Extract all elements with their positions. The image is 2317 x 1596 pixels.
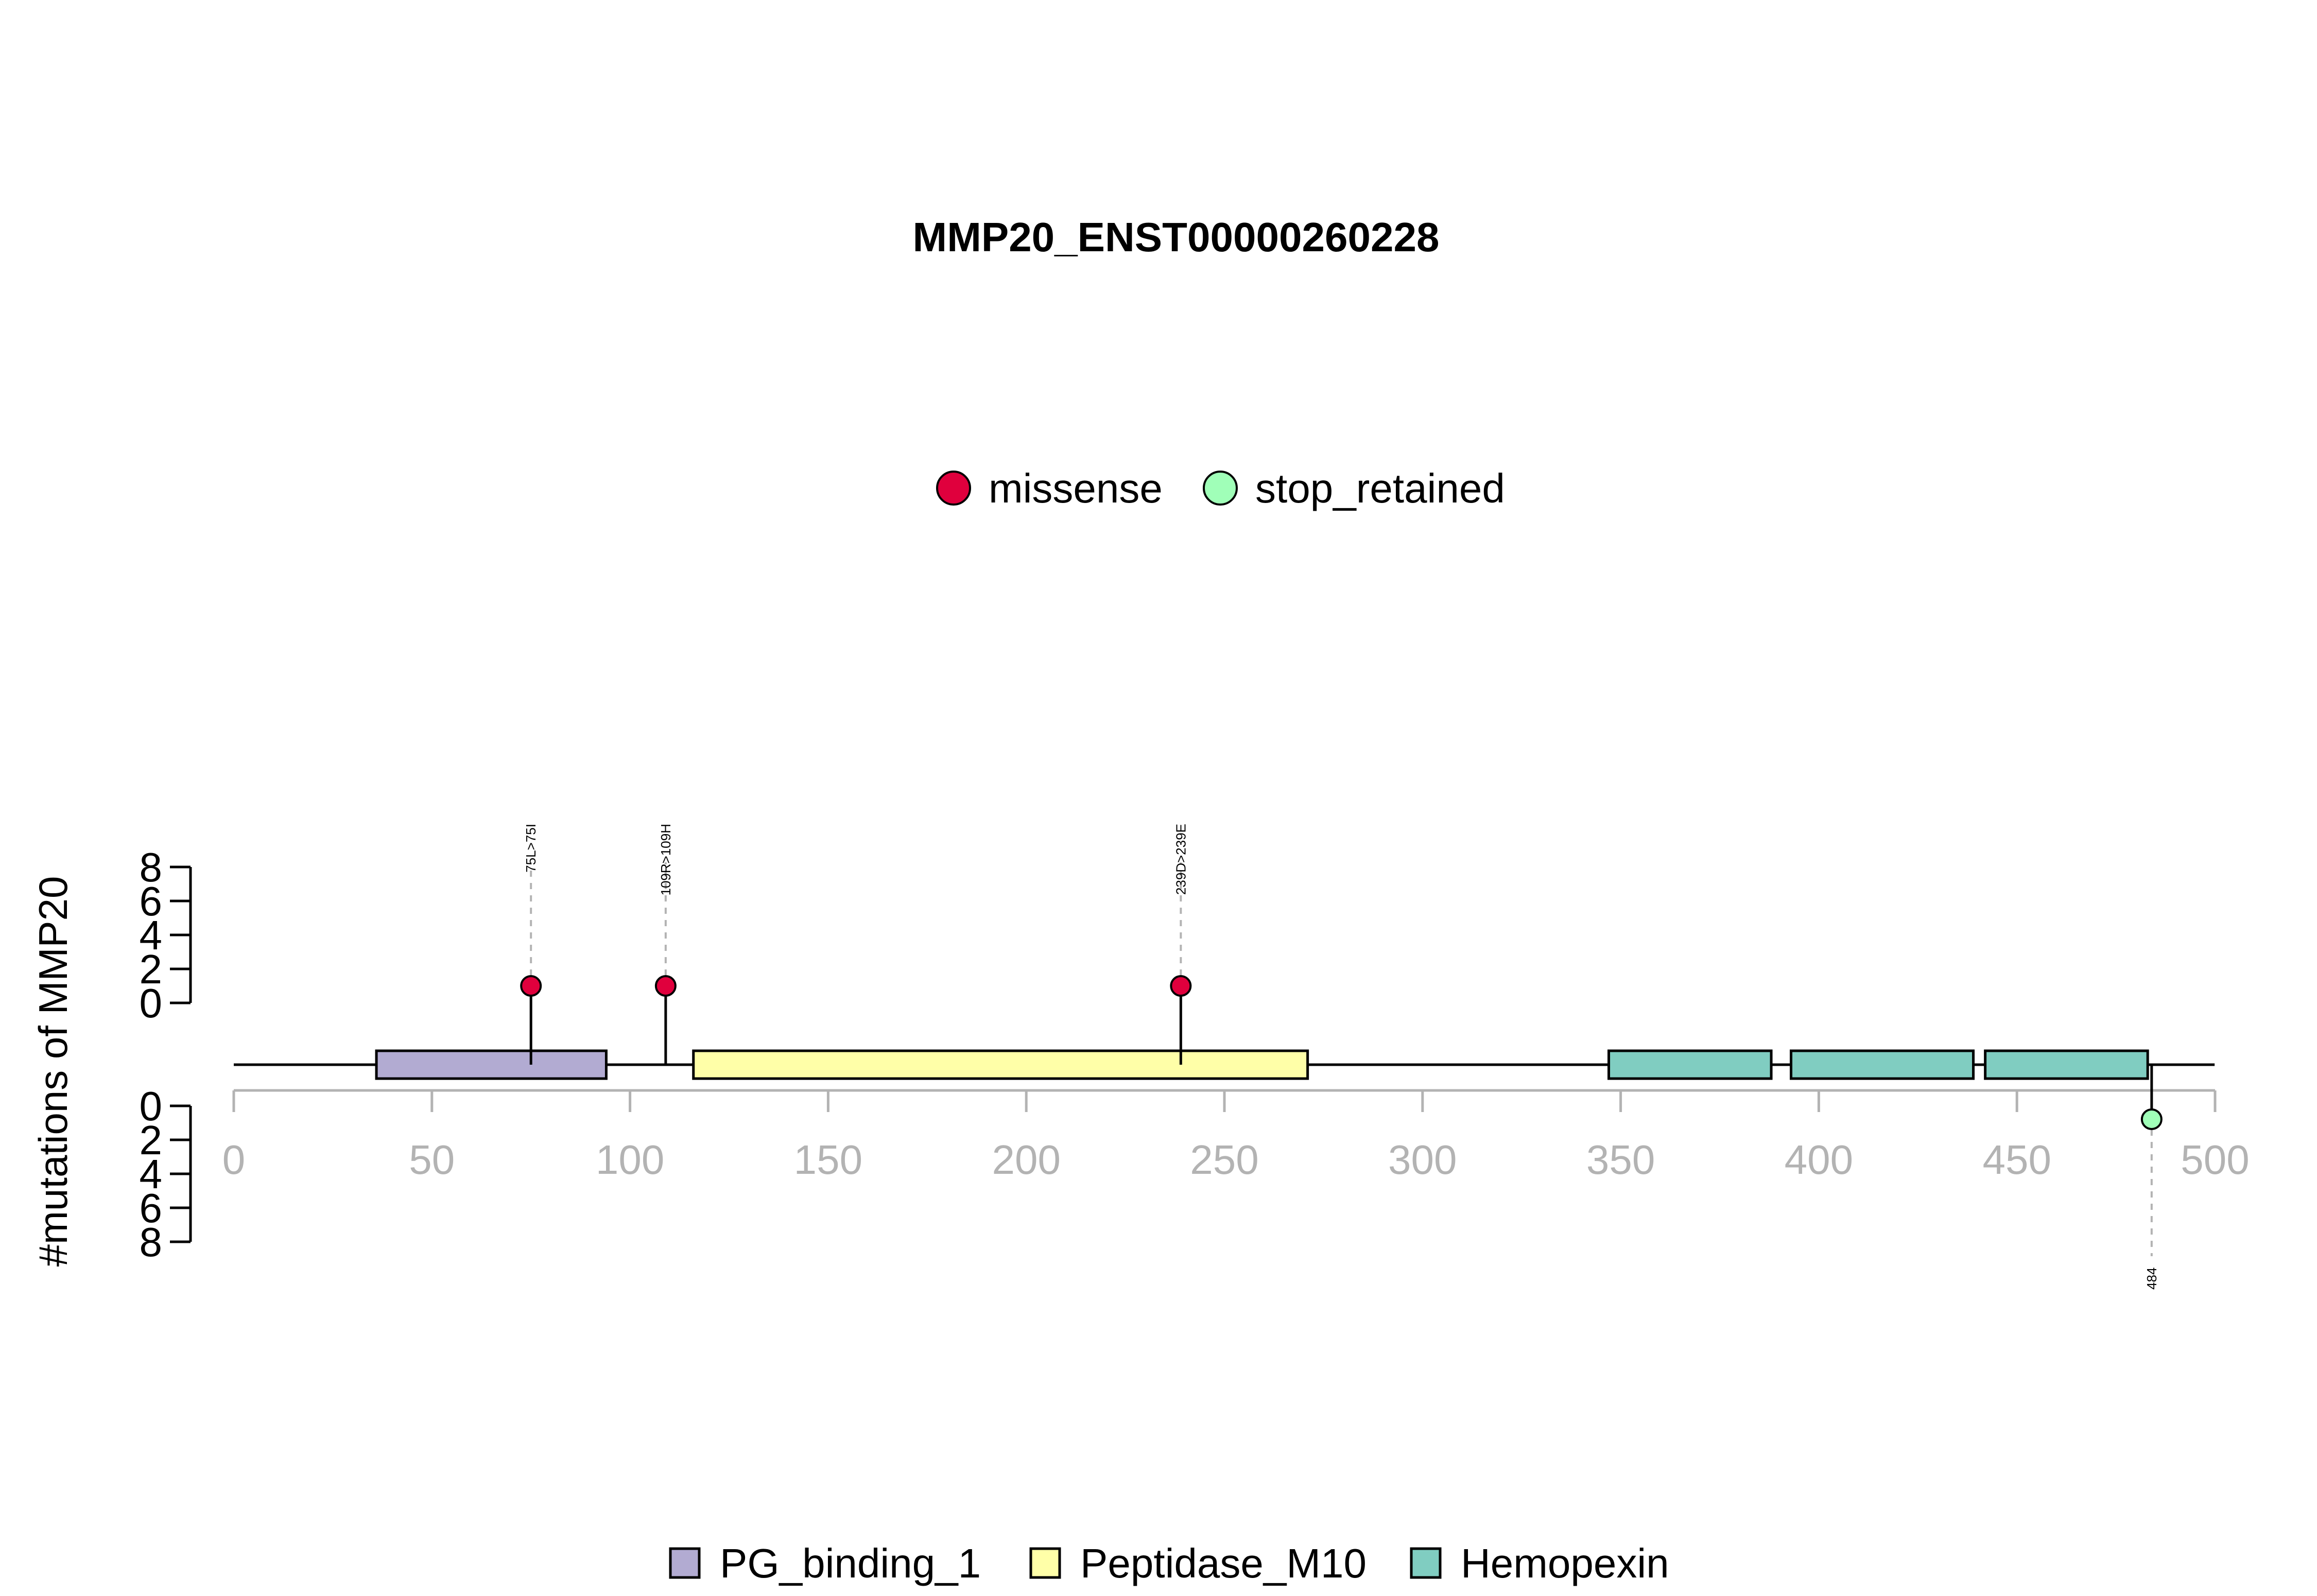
x-tick-label: 300 (1388, 1137, 1457, 1183)
domain-boxes (375, 1049, 2149, 1080)
mutation-type-legend: missense stop_retained (936, 465, 1505, 511)
legend-label-PG_binding_1: PG_binding_1 (720, 1540, 981, 1586)
x-tick-label: 150 (794, 1137, 862, 1183)
x-tick-label: 400 (1785, 1137, 1853, 1183)
y-tick-label-bottom: 4 (140, 1151, 163, 1197)
y-tick-label-bottom: 0 (140, 1083, 163, 1129)
legend-swatch-Peptidase_M10 (1029, 1547, 1061, 1579)
lollipop-head (520, 975, 542, 997)
x-tick-label: 450 (1982, 1137, 2051, 1183)
x-tick-label: 100 (596, 1137, 664, 1183)
domain-box-Peptidase_M10 (692, 1049, 1309, 1080)
legend-swatch-PG_binding_1 (669, 1547, 701, 1579)
x-tick-label: 350 (1586, 1137, 1655, 1183)
legend-label-stop_retained: stop_retained (1255, 465, 1505, 511)
domain-box-Hemopexin (1984, 1049, 2149, 1080)
legend-label-Peptidase_M10: Peptidase_M10 (1080, 1540, 1367, 1586)
mutation-lollipops: 75L>75I 109R>109H 239D>239E 484 (520, 824, 2163, 1290)
y-tick-label-top: 8 (140, 844, 163, 890)
domain-box-PG_binding_1 (375, 1049, 608, 1080)
legend-marker-stop_retained (1203, 471, 1238, 506)
lollipop-head (1170, 975, 1192, 997)
y-tick-label-top: 4 (140, 912, 163, 958)
y-tick-label-top: 0 (140, 980, 163, 1026)
chart-title: MMP20_ENST00000260228 (913, 214, 1440, 260)
lollipop-head (2140, 1108, 2163, 1130)
mutation-label: 109R>109H (658, 824, 673, 896)
y-tick-label-top: 2 (140, 946, 163, 992)
y-axis-label: #mutations of MMP20 (30, 876, 76, 1267)
x-tick-label: 0 (222, 1137, 246, 1183)
x-tick-label: 250 (1190, 1137, 1258, 1183)
x-tick-label: 200 (992, 1137, 1060, 1183)
y-tick-label-bottom: 8 (140, 1219, 163, 1265)
mutation-label: 484 (2144, 1268, 2159, 1290)
mutation-label: 239D>239E (1173, 824, 1188, 895)
y-tick-label-top: 6 (140, 878, 163, 924)
x-tick-label: 50 (409, 1137, 455, 1183)
legend-label-missense: missense (989, 465, 1163, 511)
y-tick-label-bottom: 6 (140, 1185, 163, 1231)
domain-legend: PG_binding_1 Peptidase_M10 Hemopexin (669, 1540, 1669, 1586)
mutation-label: 75L>75I (523, 824, 539, 873)
legend-swatch-Hemopexin (1410, 1547, 1442, 1579)
lollipop-head (654, 975, 677, 997)
x-tick-label: 500 (2181, 1137, 2249, 1183)
y-tick-label-bottom: 2 (140, 1117, 163, 1163)
x-axis: 0 50 100 150 200 250 300 350 400 450 500 (222, 1089, 2250, 1183)
legend-label-Hemopexin: Hemopexin (1461, 1540, 1669, 1586)
legend-marker-missense (936, 471, 971, 506)
domain-box-Hemopexin (1607, 1049, 1773, 1080)
domain-box-Hemopexin (1790, 1049, 1975, 1080)
